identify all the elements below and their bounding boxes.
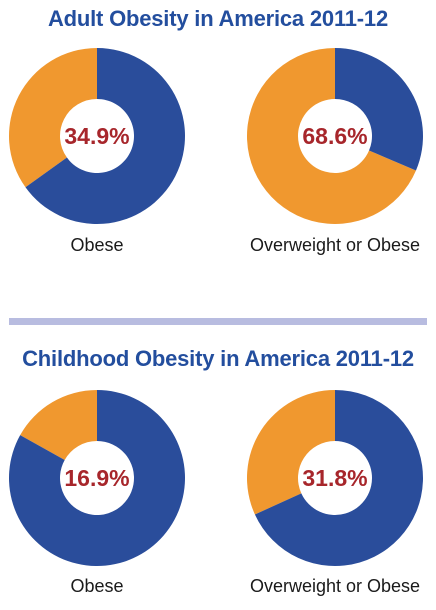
adult-overweight-donut: 68.6% xyxy=(247,48,423,224)
donut-slice-highlighted xyxy=(20,390,97,460)
donut-slice-highlighted xyxy=(8,48,97,188)
childhood-overweight-donut: 31.8% xyxy=(247,390,423,566)
childhood-obese-label: Obese xyxy=(70,576,124,596)
percent-label: 34.9% xyxy=(64,123,129,149)
donut-slice-remainder xyxy=(254,390,423,566)
adult-obese-donut: 34.9% xyxy=(8,48,186,224)
donut-slice-highlighted xyxy=(247,390,335,515)
childhood-section-title: Childhood Obesity in America 2011-12 xyxy=(22,346,414,371)
adult-overweight-label: Overweight or Obese xyxy=(249,235,421,255)
childhood-obese-donut: 16.9% xyxy=(8,390,186,566)
percent-label: 16.9% xyxy=(64,465,129,491)
donut-slice-remainder xyxy=(25,48,186,224)
adult-section-title: Adult Obesity in America 2011-12 xyxy=(47,6,389,31)
donut-slice-remainder xyxy=(8,390,186,566)
adult-obese-label: Obese xyxy=(70,235,124,255)
donut-slice-remainder xyxy=(335,48,423,171)
donut-slice-highlighted xyxy=(247,48,416,224)
percent-label: 31.8% xyxy=(302,465,367,491)
section-divider xyxy=(9,318,427,325)
childhood-overweight-label: Overweight or Obese xyxy=(249,576,421,596)
percent-label: 68.6% xyxy=(302,123,367,149)
